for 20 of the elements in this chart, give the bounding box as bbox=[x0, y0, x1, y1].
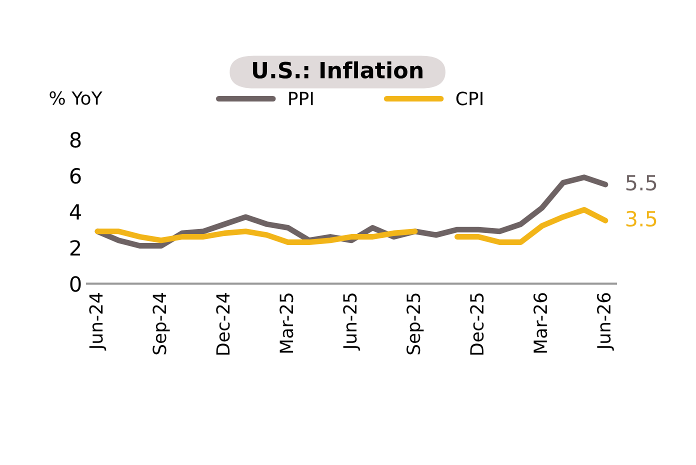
y-tick-label: 0 bbox=[70, 276, 81, 292]
x-tick-label: Dec-25 bbox=[470, 294, 484, 355]
legend-label: PPI bbox=[289, 92, 313, 106]
x-tick-label: Mar-25 bbox=[280, 294, 294, 353]
x-tick-label: Dec-24 bbox=[216, 292, 230, 355]
x-tick-label: Sep-25 bbox=[406, 294, 424, 354]
x-tick-label: Sep-24 bbox=[152, 293, 170, 354]
legend-label: CPI bbox=[456, 92, 482, 106]
x-tick-label: Jun-26 bbox=[596, 293, 614, 351]
annotation: 5.5 bbox=[626, 175, 656, 191]
x-tick-label: Jun-25 bbox=[343, 294, 360, 351]
x-tick-label: Mar-26 bbox=[533, 293, 548, 353]
y-tick-label: 6 bbox=[70, 168, 81, 184]
y-axis-title: % YoY bbox=[50, 91, 102, 105]
annotation: 3.5 bbox=[626, 210, 656, 227]
y-tick-label: 8 bbox=[70, 132, 81, 148]
y-tick-label: 4 bbox=[70, 204, 81, 220]
x-tick-label: Jun-24 bbox=[89, 292, 106, 351]
chart-title: U.S.: Inflation bbox=[252, 61, 422, 79]
y-tick-label: 2 bbox=[70, 240, 80, 256]
